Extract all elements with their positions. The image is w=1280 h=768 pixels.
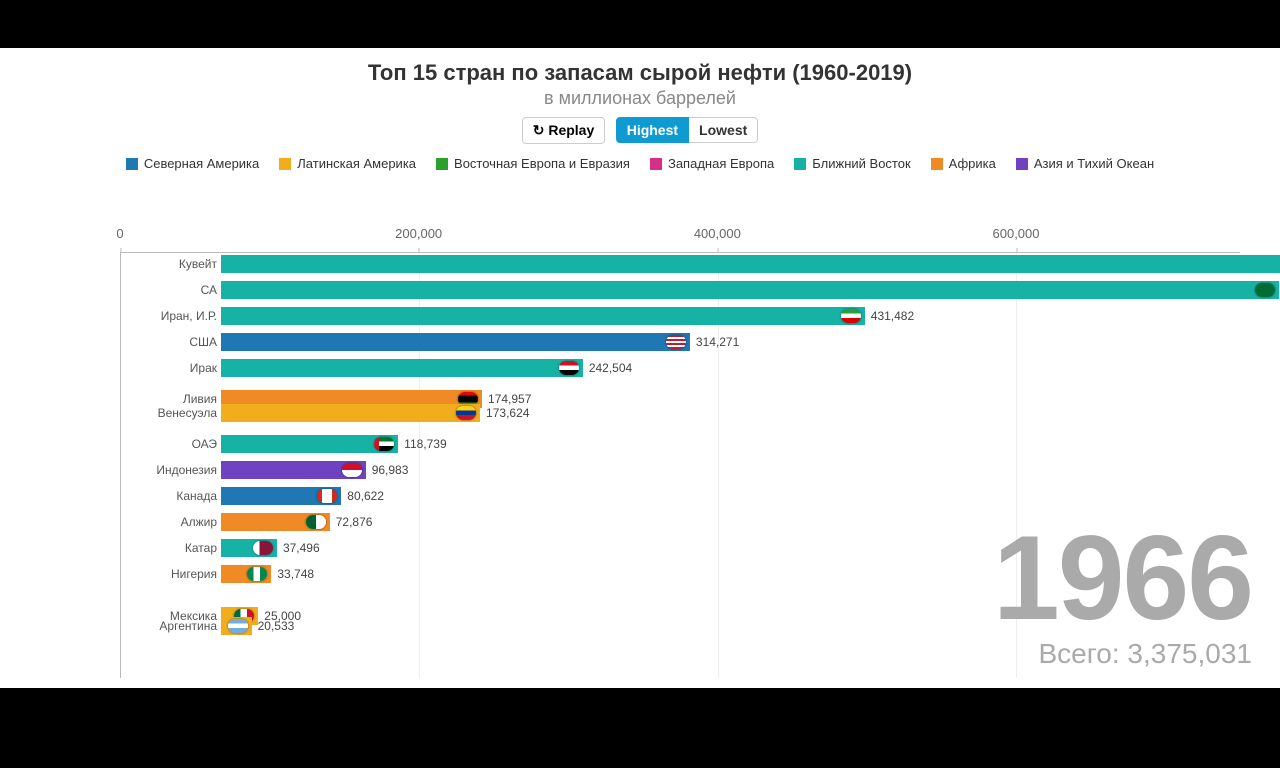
bar-value: 173,624 <box>486 406 529 420</box>
country-label: Иран, И.Р. <box>17 309 217 323</box>
flag-icon <box>456 406 476 420</box>
legend-swatch <box>126 158 138 170</box>
bar-row: СА709,223 <box>121 279 1240 301</box>
flag-icon <box>559 361 579 375</box>
legend-item[interactable]: Латинская Америка <box>279 156 416 171</box>
flag-icon <box>306 515 326 529</box>
axis-tick: 400,000 <box>694 226 741 241</box>
flag-icon <box>253 541 273 555</box>
highest-button[interactable]: Highest <box>616 117 689 143</box>
replay-label: Replay <box>548 122 594 138</box>
bar-value: 431,482 <box>871 309 914 323</box>
bar-row: ОАЭ118,739 <box>121 433 1240 455</box>
replay-button[interactable]: ↻ Replay <box>522 117 606 144</box>
axis-tick: 0 <box>116 226 123 241</box>
country-label: Кувейт <box>17 257 217 271</box>
legend: Северная Америка Латинская Америка Восточн… <box>0 156 1280 173</box>
flag-icon <box>1255 283 1275 297</box>
bar-value: 96,983 <box>372 463 409 477</box>
legend-item[interactable]: Африка <box>931 156 996 171</box>
legend-label: Латинская Америка <box>297 156 416 171</box>
legend-label: Азия и Тихий Океан <box>1034 156 1154 171</box>
bar-value: 20,533 <box>258 619 295 633</box>
bar <box>221 404 480 422</box>
lowest-button[interactable]: Lowest <box>689 117 758 143</box>
bar-value: 72,876 <box>336 515 373 529</box>
flag-icon <box>666 335 686 349</box>
legend-swatch <box>650 158 662 170</box>
country-label: Канада <box>17 489 217 503</box>
bar-row: Канада80,622 <box>121 485 1240 507</box>
bar-row: Кувейт735,722 <box>121 253 1240 275</box>
axis-tick: 200,000 <box>395 226 442 241</box>
bar-row: Индонезия96,983 <box>121 459 1240 481</box>
legend-label: Северная Америка <box>144 156 259 171</box>
legend-item[interactable]: Восточная Европа и Евразия <box>436 156 630 171</box>
country-label: Катар <box>17 541 217 555</box>
flag-icon <box>342 463 362 477</box>
chart-frame: Топ 15 стран по запасам сырой нефти (196… <box>0 48 1280 688</box>
country-label: СА <box>17 283 217 297</box>
country-label: Индонезия <box>17 463 217 477</box>
bar-row: Иран, И.Р.431,482 <box>121 305 1240 327</box>
flag-icon <box>841 309 861 323</box>
bar-value: 242,504 <box>589 361 632 375</box>
axis-tick: 600,000 <box>993 226 1040 241</box>
chart-title: Топ 15 стран по запасам сырой нефти (196… <box>0 48 1280 86</box>
bar-value: 80,622 <box>347 489 384 503</box>
legend-label: Западная Европа <box>668 156 774 171</box>
country-label: Венесуэла <box>17 406 217 420</box>
legend-swatch <box>1016 158 1028 170</box>
bar-row: Ирак242,504 <box>121 357 1240 379</box>
country-label: ОАЭ <box>17 437 217 451</box>
year-label: 1966 <box>993 518 1252 638</box>
legend-swatch <box>794 158 806 170</box>
bar <box>221 255 1280 273</box>
bar <box>221 333 690 351</box>
bar-row: США314,271 <box>121 331 1240 353</box>
legend-item[interactable]: Северная Америка <box>126 156 259 171</box>
bar <box>221 435 398 453</box>
flag-icon <box>247 567 267 581</box>
bar <box>221 359 583 377</box>
bar-row: Венесуэла173,624 <box>121 402 1240 424</box>
country-label: Аргентина <box>17 619 217 633</box>
legend-label: Африка <box>949 156 996 171</box>
flag-icon <box>228 619 248 633</box>
bar <box>221 307 865 325</box>
bar-value: 314,271 <box>696 335 739 349</box>
legend-label: Ближний Восток <box>812 156 910 171</box>
bar-value: 37,496 <box>283 541 320 555</box>
chart-subtitle: в миллионах баррелей <box>0 88 1280 109</box>
legend-item[interactable]: Азия и Тихий Океан <box>1016 156 1154 171</box>
bar <box>221 281 1279 299</box>
legend-label: Восточная Европа и Евразия <box>454 156 630 171</box>
legend-item[interactable]: Западная Европа <box>650 156 774 171</box>
controls: ↻ Replay HighestLowest <box>0 117 1280 144</box>
total-label: Всего: 3,375,031 <box>1038 638 1252 670</box>
bar-value: 33,748 <box>277 567 314 581</box>
legend-swatch <box>279 158 291 170</box>
country-label: Ирак <box>17 361 217 375</box>
country-label: Алжир <box>17 515 217 529</box>
country-label: США <box>17 335 217 349</box>
sort-toggle: HighestLowest <box>616 117 759 143</box>
legend-swatch <box>436 158 448 170</box>
x-axis: 0200,000400,000600,000 <box>120 218 1240 253</box>
flag-icon <box>374 437 394 451</box>
legend-swatch <box>931 158 943 170</box>
legend-item[interactable]: Ближний Восток <box>794 156 910 171</box>
flag-icon <box>317 489 337 503</box>
bar-value: 118,739 <box>404 437 447 451</box>
country-label: Нигерия <box>17 567 217 581</box>
